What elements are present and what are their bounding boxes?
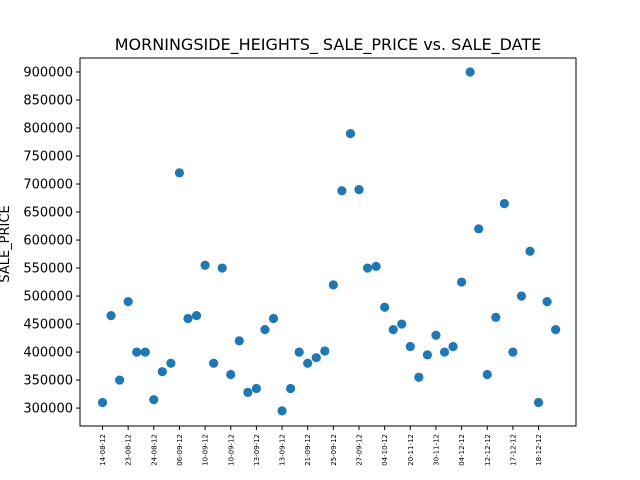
data-point: [345, 129, 356, 139]
data-point: [106, 311, 116, 321]
data-point: [465, 67, 475, 77]
data-point: [380, 302, 390, 312]
data-point: [149, 395, 159, 405]
data-point: [123, 297, 133, 307]
x-tick-label: 24-08-12: [150, 434, 158, 466]
y-tick-label: 500000: [23, 290, 73, 305]
data-point: [115, 375, 125, 385]
data-point: [277, 406, 287, 416]
data-point: [533, 397, 544, 408]
data-point: [166, 358, 176, 368]
x-tick-label: 27-09-12: [356, 434, 364, 466]
data-point: [422, 350, 432, 360]
data-point: [362, 263, 373, 273]
x-tick-label: 23-08-12: [125, 434, 133, 466]
y-tick-label: 550000: [23, 262, 73, 277]
data-points: [97, 67, 561, 416]
data-point: [294, 347, 304, 357]
x-tick-label: 21-09-12: [304, 434, 312, 466]
data-point: [439, 347, 450, 357]
data-point: [474, 224, 484, 234]
data-point: [260, 325, 270, 335]
data-point: [200, 260, 210, 270]
x-tick-label: 06-09-12: [176, 434, 184, 466]
data-point: [311, 353, 321, 363]
data-point: [508, 347, 518, 357]
data-point: [286, 383, 296, 394]
data-point: [354, 185, 364, 195]
data-point: [448, 341, 458, 352]
y-tick-label: 900000: [23, 66, 73, 81]
y-tick-label: 300000: [23, 402, 73, 417]
x-axis-ticks: 14-08-12 23-08-12 24-08-12 06-09-12 10-09-12…: [99, 426, 543, 466]
data-point: [243, 387, 253, 397]
plot-frame: [79, 57, 577, 427]
y-tick-label: 700000: [23, 178, 73, 193]
data-point: [491, 312, 501, 322]
data-point: [174, 168, 185, 178]
x-tick-label: 20-11-12: [407, 434, 415, 466]
x-tick-label: 30-11-12: [432, 434, 440, 466]
data-point: [337, 186, 347, 196]
data-point: [499, 199, 509, 209]
data-point: [226, 369, 236, 380]
data-point: [482, 369, 492, 380]
y-tick-label: 850000: [23, 94, 73, 109]
data-point: [157, 367, 167, 377]
y-axis-ticks: 300000 350000 400000 450000 500000 550000 6000…: [23, 66, 80, 417]
y-axis-label: SALE_PRICE: [0, 205, 13, 282]
data-point: [183, 313, 193, 324]
data-point: [405, 341, 415, 352]
x-tick-label: 10-09-12: [202, 434, 210, 466]
y-tick-label: 800000: [23, 122, 73, 137]
data-point: [516, 291, 527, 301]
data-point: [414, 372, 424, 382]
x-tick-label: 17-12-12: [509, 434, 517, 466]
y-tick-label: 350000: [23, 374, 73, 389]
data-point: [457, 277, 467, 287]
data-point: [268, 313, 279, 324]
data-point: [209, 358, 219, 368]
x-tick-label: 14-08-12: [99, 434, 107, 466]
data-point: [397, 319, 407, 329]
data-point: [217, 263, 227, 273]
data-point: [191, 311, 202, 321]
y-tick-label: 650000: [23, 206, 73, 221]
y-tick-label: 600000: [23, 234, 73, 249]
x-tick-label: 10-09-12: [227, 434, 235, 466]
data-point: [551, 325, 561, 335]
x-tick-label: 12-12-12: [484, 434, 492, 466]
y-tick-label: 400000: [23, 346, 73, 361]
x-tick-label: 04-12-12: [458, 434, 466, 466]
data-point: [328, 280, 338, 290]
data-point: [251, 383, 261, 394]
data-point: [525, 246, 535, 256]
x-tick-label: 13-09-12: [279, 434, 287, 466]
data-point: [371, 261, 381, 271]
x-tick-label: 25-09-12: [330, 434, 338, 466]
data-point: [388, 325, 398, 335]
y-tick-label: 450000: [23, 318, 73, 333]
data-point: [320, 346, 330, 356]
data-point: [303, 358, 313, 368]
y-tick-label: 750000: [23, 150, 73, 165]
data-point: [542, 297, 552, 307]
x-tick-label: 18-12-12: [535, 434, 543, 466]
data-point: [132, 347, 142, 357]
chart-title: MORNINGSIDE_HEIGHTS_ SALE_PRICE vs. SALE…: [115, 35, 541, 55]
x-tick-label: 13-09-12: [253, 434, 261, 466]
data-point: [140, 347, 150, 357]
data-point: [97, 397, 108, 408]
data-point: [431, 330, 441, 340]
data-point: [234, 336, 244, 346]
x-tick-label: 04-10-12: [381, 434, 389, 466]
